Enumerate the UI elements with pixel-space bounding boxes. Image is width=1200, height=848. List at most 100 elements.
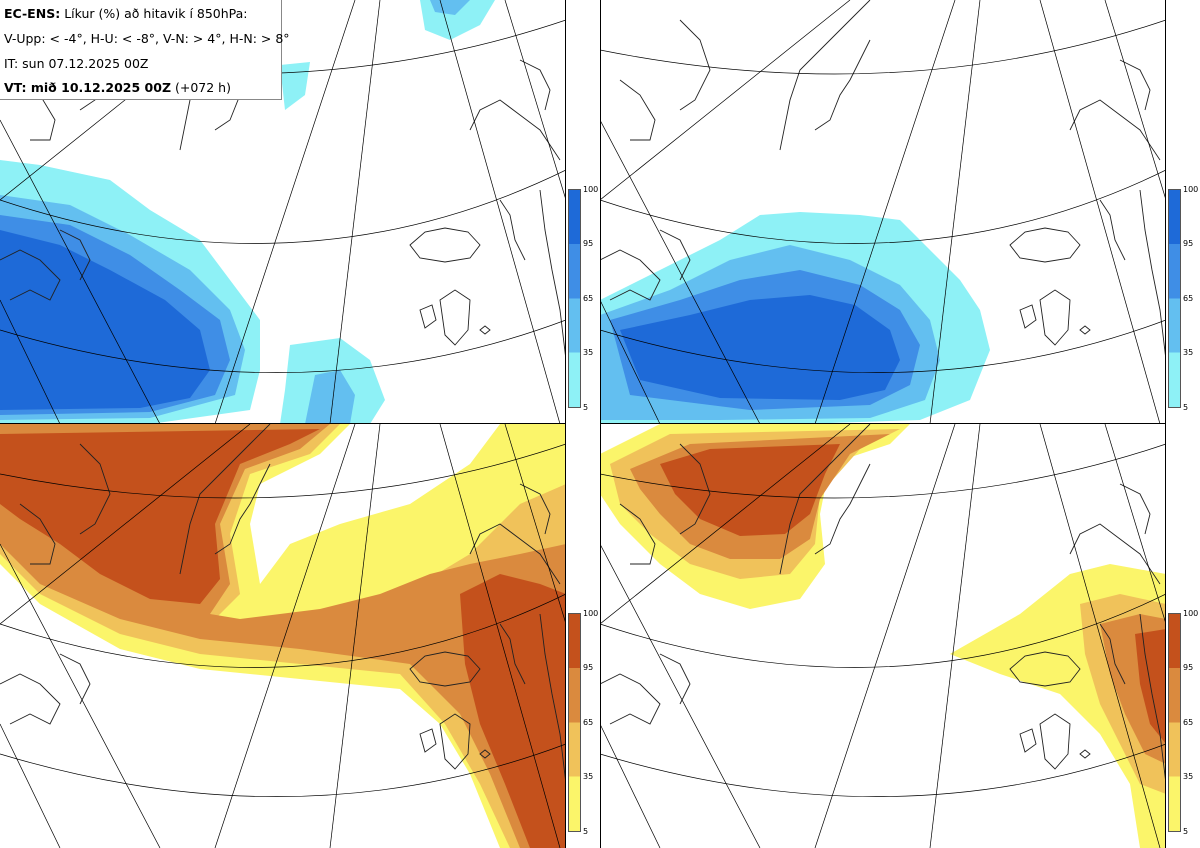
meridian-line (1104, 0, 1166, 201)
coastline (499, 199, 526, 261)
coastline (619, 503, 656, 565)
colorbar-tick: 100 (1183, 609, 1199, 618)
coastline (659, 653, 691, 705)
coastline (499, 623, 526, 685)
coastline (779, 0, 871, 151)
panel-divider (0, 423, 566, 424)
coastline (679, 19, 711, 111)
latitude-circle (0, 443, 566, 499)
coastline (1039, 289, 1071, 346)
panel-border (1165, 0, 1166, 848)
coastline (1019, 304, 1037, 329)
coastline (19, 503, 56, 565)
latitude-circle (0, 593, 566, 668)
panel-border (565, 0, 566, 848)
meridian-line (600, 299, 661, 424)
coastline (600, 673, 661, 725)
coastline (1119, 483, 1151, 535)
colorbar-cold-right: 100 95 65 35 5 (1168, 185, 1199, 412)
colorbar-tick: 100 (1183, 185, 1199, 194)
coastline (1079, 325, 1091, 335)
colorbar-tick: 95 (1183, 239, 1194, 248)
colorbar-tick: 5 (583, 827, 589, 836)
latitude-circle (0, 743, 566, 797)
threshold-legend: V-Upp: < -4°, H-U: < -8°, V-N: > 4°, H-N… (4, 31, 290, 46)
colorbar-tick: 5 (1183, 827, 1189, 836)
meridian-line (439, 0, 561, 424)
init-time: IT: sun 07.12.2025 00Z (4, 56, 149, 71)
coastline (539, 189, 566, 361)
coastline (1099, 199, 1126, 261)
latitude-circle (600, 19, 1166, 75)
map-canvas (600, 424, 1166, 848)
map-canvas (0, 424, 566, 848)
coastline (779, 424, 871, 575)
coastline (479, 749, 491, 759)
coastline (79, 443, 111, 535)
coastline (1009, 227, 1081, 263)
model-name: EC-ENS: (4, 6, 61, 21)
meridian-line (814, 424, 956, 848)
coastline (409, 651, 481, 687)
probability-band-95-100 (460, 574, 566, 848)
latitude-circle (0, 319, 566, 373)
colorbar-tick: 65 (1183, 718, 1194, 727)
latitude-circle (600, 319, 1166, 373)
coastline (1019, 728, 1037, 753)
coastline (519, 59, 551, 111)
coastline (419, 728, 437, 753)
colorbar-tick: 35 (1183, 772, 1194, 781)
coastline (59, 229, 91, 281)
meridian-line (329, 0, 381, 424)
map-panel-bottom-right-warm-anomaly (600, 424, 1166, 848)
graticule (0, 424, 566, 848)
map-panel-top-right-cold-anomaly (600, 0, 1166, 424)
coastline-group (600, 0, 1166, 361)
map-title-box: EC-ENS: Líkur (%) að hitavik í 850hPa: V… (0, 0, 290, 100)
coastline (600, 249, 661, 301)
meridian-line (0, 543, 161, 848)
colorbar-tick: 35 (583, 348, 594, 357)
map-panel-bottom-left-warm-anomaly (0, 424, 566, 848)
coastline (1079, 749, 1091, 759)
coastline (539, 613, 566, 785)
meridian-line (439, 424, 561, 848)
colorbar-cold-gradient (1168, 189, 1181, 408)
coastline (439, 713, 471, 770)
meridian-line (0, 119, 161, 424)
meridian-line (0, 723, 61, 848)
coastline (619, 79, 656, 141)
latitude-circle (600, 743, 1166, 797)
colorbar-tick: 100 (583, 609, 599, 618)
colorbar-warm-left: 100 95 65 35 5 (568, 609, 599, 836)
meridian-line (600, 424, 851, 625)
probability-band-5-35 (280, 62, 310, 110)
coastline (1139, 189, 1166, 361)
coastline (659, 229, 691, 281)
graticule (600, 424, 1166, 848)
coastline (59, 653, 91, 705)
meridian-line (600, 0, 851, 201)
coastline (409, 227, 481, 263)
coastline (1009, 651, 1081, 687)
colorbar-warm-right: 100 95 65 35 5 (1168, 609, 1199, 836)
latitude-circle (600, 443, 1166, 499)
meridian-line (504, 424, 566, 625)
probability-band-95-100 (660, 444, 840, 536)
meridian-line (600, 723, 661, 848)
meridian-line (0, 424, 251, 625)
coastline (814, 463, 871, 555)
meridian-line (214, 424, 356, 848)
map-canvas (0, 0, 566, 424)
meridian-line (929, 0, 981, 424)
colorbar-warm-gradient (568, 613, 581, 832)
coastline-group (0, 424, 566, 785)
coastline (1119, 59, 1151, 111)
meridian-line (1039, 0, 1161, 424)
graticule (0, 0, 566, 424)
title-text: Líkur (%) að hitavik í 850hPa: (64, 6, 248, 21)
coastline (469, 523, 561, 585)
meridian-line (1039, 424, 1161, 848)
coastline (179, 424, 271, 575)
panel-border (600, 0, 601, 848)
